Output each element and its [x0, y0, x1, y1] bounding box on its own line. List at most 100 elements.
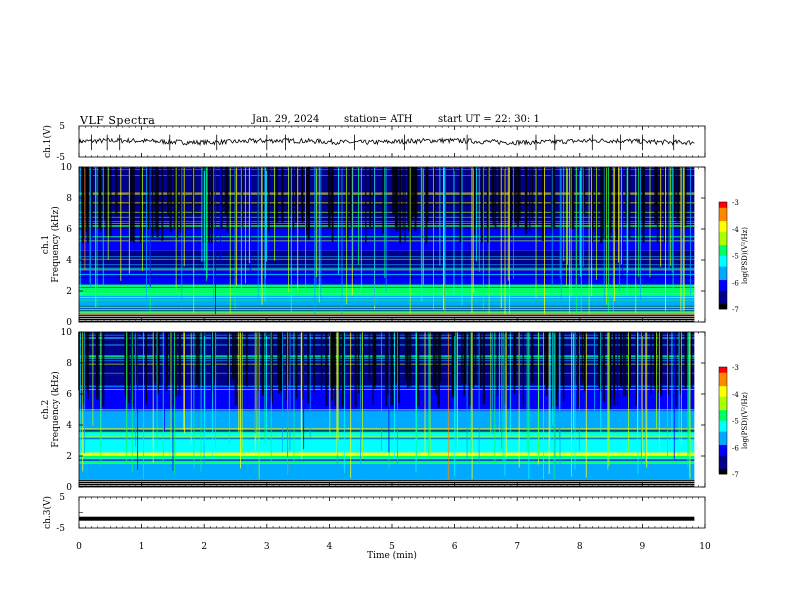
low-freq-band [79, 479, 695, 487]
y-tick-label: 6 [66, 225, 72, 235]
colorbar-swatch [719, 292, 727, 297]
colorbar-swatch [719, 383, 727, 387]
y-tick-label: 6 [66, 390, 72, 400]
colorbar-swatch [719, 463, 727, 467]
y-axis-label: Frequency (kHz) [50, 371, 61, 448]
colorbar-swatch [719, 415, 727, 419]
colorbar-swatch [719, 391, 727, 395]
colorbar-swatch [719, 417, 727, 421]
x-tick-label: 9 [640, 542, 646, 552]
ch1-waveform-panel: 5 -5ch.1(V) [42, 122, 706, 163]
colorbar-swatch [719, 250, 727, 254]
ch3-waveform-line [79, 516, 695, 521]
x-tick-label: 2 [201, 542, 207, 552]
colorbar-swatch [719, 439, 727, 443]
colorbar-swatch [719, 282, 727, 286]
colorbar-swatch [719, 236, 727, 240]
colorbar-swatch [719, 244, 727, 248]
colorbar-swatch [719, 279, 727, 283]
colorbar-swatch [719, 266, 727, 270]
colorbar-tick-label: -7 [732, 471, 739, 479]
x-tick-label: 5 [389, 542, 395, 552]
colorbar-tick-label: -4 [732, 226, 739, 234]
colorbar-swatch [719, 441, 727, 445]
colorbar-swatch [719, 388, 727, 392]
colorbar-swatch [719, 425, 727, 429]
colorbar-swatch [719, 306, 727, 310]
colorbar-swatch [719, 396, 727, 400]
y-tick-label: 8 [66, 359, 72, 369]
colorbar-swatch [719, 465, 727, 470]
spectrogram-band [79, 463, 695, 480]
spectrogram-band [79, 451, 695, 456]
colorbar-swatch [719, 452, 727, 456]
station-label: station= ATH [344, 114, 413, 125]
colorbar-swatch [719, 258, 727, 262]
colorbar-swatch [719, 215, 727, 219]
y-tick-label: 10 [61, 163, 73, 173]
x-tick-label: 0 [76, 542, 82, 552]
ch1-waveform-line [78, 137, 695, 147]
colorbar-tick-label: -5 [732, 253, 739, 261]
y-tick-label: 4 [66, 421, 72, 431]
colorbar-swatch [719, 377, 727, 381]
spectrogram-band [79, 295, 695, 307]
ch2-colorbar: -3 -4 -5 -6 -7 log(PSD)(V²/Hz) [718, 364, 749, 479]
y-axis-label: ch.1(V) [42, 125, 53, 158]
spectrogram-band [79, 284, 695, 296]
x-tick-label: 8 [577, 542, 583, 552]
colorbar-swatch [719, 433, 727, 437]
date-label: Jan. 29, 2024 [252, 114, 320, 125]
colorbar-swatch [719, 372, 727, 376]
y-tick-label: 0 [66, 318, 72, 328]
colorbar-swatch [719, 420, 727, 424]
spectrogram-band [79, 267, 695, 285]
colorbar-swatch [719, 268, 727, 272]
colorbar-swatch [719, 468, 727, 472]
colorbar-tick-label: -3 [732, 199, 739, 207]
y-axis-label: ch.2 [41, 400, 51, 419]
y-axis-label: ch.3(V) [42, 496, 53, 529]
ch1-colorbar: -3 -4 -5 -6 -7 log(PSD)(V²/Hz) [718, 199, 749, 314]
colorbar-swatch [719, 220, 727, 224]
colorbar-tick-label: -6 [732, 279, 739, 287]
colorbar-label: log(PSD)(V²/Hz) [741, 227, 749, 284]
colorbar-swatch [719, 428, 727, 432]
colorbar-swatch [719, 260, 727, 264]
colorbar-swatch [719, 234, 727, 238]
colorbar-swatch [719, 228, 727, 232]
colorbar-swatch [719, 431, 727, 435]
colorbar-swatch [719, 404, 727, 408]
spectrogram-band [79, 409, 695, 432]
colorbar-swatch [719, 447, 727, 451]
colorbar-tick-label: -7 [732, 306, 739, 314]
colorbar-swatch [719, 444, 727, 448]
colorbar-swatch [719, 210, 727, 214]
colorbar-tick-label: -5 [732, 418, 739, 426]
colorbar-swatch [719, 401, 727, 405]
colorbar-swatch [719, 247, 727, 251]
y-tick-label: 2 [66, 452, 72, 462]
colorbar-frame [718, 201, 728, 310]
colorbar-swatch [719, 449, 727, 453]
chart-title: VLF Spectra [80, 114, 156, 127]
colorbar-swatch [719, 290, 727, 294]
y-tick-label: 5 [59, 493, 65, 503]
colorbar-swatch [719, 239, 727, 243]
y-tick-label: 5 [59, 122, 65, 132]
colorbar-swatch [719, 202, 727, 206]
colorbar-swatch [719, 242, 727, 246]
x-tick-label: 10 [699, 542, 711, 552]
colorbar-swatch [719, 303, 727, 307]
colorbar-swatch [719, 455, 727, 459]
colorbar-swatch [719, 399, 727, 403]
y-tick-label: -5 [56, 524, 65, 534]
colorbar-swatch [719, 436, 727, 440]
colorbar-swatch [719, 407, 727, 411]
colorbar-swatch [719, 276, 727, 280]
colorbar-swatch [719, 367, 727, 371]
time-axis: 0 1 2 3 4 5 6 7 8 9 10 Time (min) [76, 542, 711, 561]
spectrogram-band [79, 229, 695, 251]
colorbar-swatch [719, 252, 727, 256]
